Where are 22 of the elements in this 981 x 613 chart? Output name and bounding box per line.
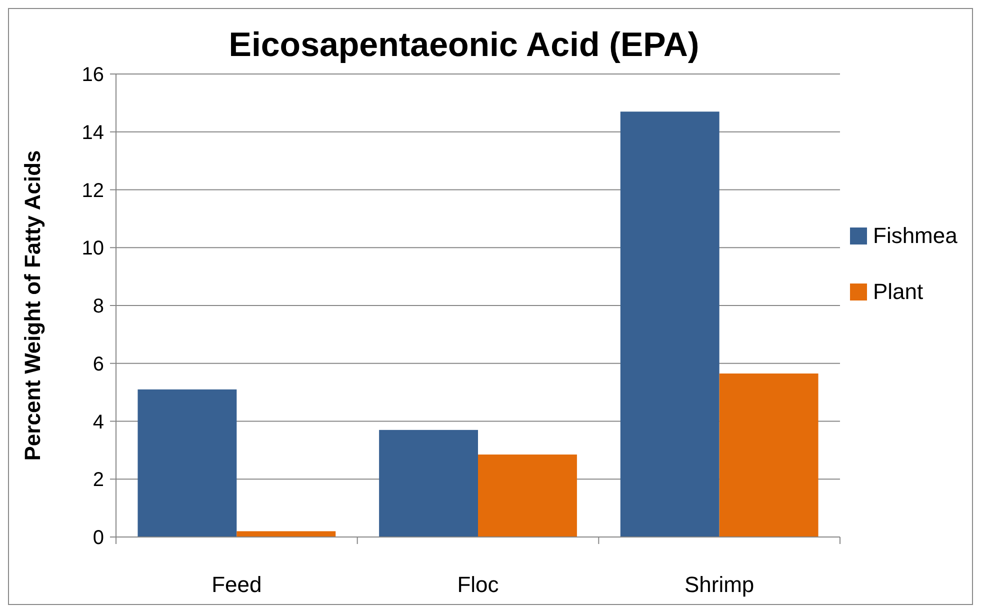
chart-title: Eicosapentaeonic Acid (EPA) [228,26,700,64]
y-tick-label: 10 [82,238,104,260]
bar [379,430,478,537]
x-tick-label: Shrimp [684,572,754,597]
y-tick-label: 8 [92,296,104,318]
bar [138,389,237,537]
x-tick-label: Feed [212,572,262,597]
legend-label: Plant [873,279,924,304]
bar [719,374,818,537]
y-tick-label: 0 [92,527,104,549]
bar [478,454,577,537]
y-tick-label: 12 [82,180,104,202]
x-tick-label: Floc [457,572,499,597]
y-axis-title: Percent Weight of Fatty Acids [20,150,45,461]
y-tick-label: 16 [82,64,104,86]
y-tick-label: 14 [82,122,104,144]
y-tick-label: 4 [92,411,104,434]
bar [620,112,720,537]
legend-label: Fishmea [873,223,958,248]
y-tick-label: 2 [92,469,104,492]
bar [236,531,336,537]
y-tick-label: 6 [92,353,104,376]
